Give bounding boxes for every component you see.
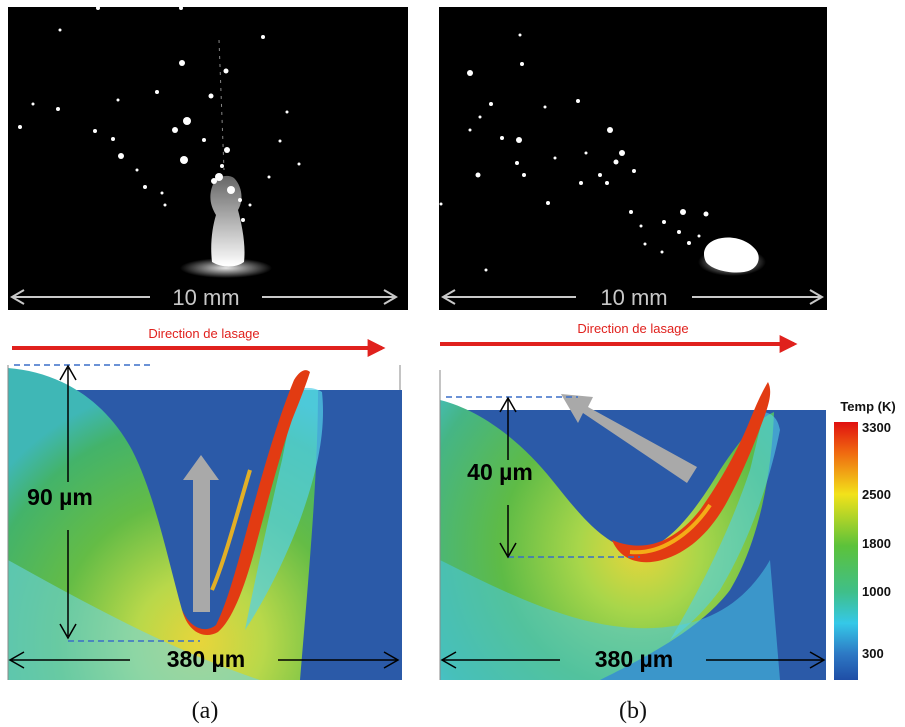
panel-a-plume bbox=[180, 173, 272, 278]
panel-b-direction: Direction de lasage bbox=[440, 321, 798, 353]
panel-a-caption: (a) bbox=[192, 698, 219, 724]
colorbar-tick: 1000 bbox=[862, 584, 891, 599]
colorbar-tick: 300 bbox=[862, 646, 884, 661]
panel-b-width-label: 380 µm bbox=[595, 646, 673, 672]
panel-b-photo-background bbox=[439, 7, 827, 310]
panel-a-scale-bar: 10 mm bbox=[10, 285, 398, 310]
panel-a-scale-label: 10 mm bbox=[172, 285, 239, 310]
panel-b-scale-bar: 10 mm bbox=[441, 285, 824, 310]
panel-a-depth-label: 90 µm bbox=[27, 484, 93, 510]
panel-b-caption: (b) bbox=[619, 698, 647, 724]
panel-b-photo bbox=[439, 7, 827, 310]
panel-a-direction-label: Direction de lasage bbox=[148, 326, 259, 341]
colorbar-tick: 1800 bbox=[862, 536, 891, 551]
panel-b-spatter bbox=[439, 33, 709, 272]
panel-a-jet-trace bbox=[218, 39, 225, 171]
panel-b-simulation: 40 µm 380 µm bbox=[439, 370, 826, 680]
colorbar: Temp (K) 3300 2500 1800 1000 300 bbox=[834, 399, 896, 680]
panel-a-width-arrow: 380 µm bbox=[8, 646, 400, 672]
panel-b-depth-arrow: 40 µm bbox=[467, 396, 533, 559]
panel-a-simulation: 90 µm 380 µm bbox=[7, 364, 402, 680]
panel-a-spatter bbox=[18, 6, 301, 222]
panel-a-flow-arrow bbox=[183, 455, 219, 612]
panel-b-scale-label: 10 mm bbox=[600, 285, 667, 310]
panel-a-width-label: 380 µm bbox=[167, 646, 245, 672]
panel-a-direction: Direction de lasage bbox=[12, 326, 386, 357]
colorbar-title: Temp (K) bbox=[840, 399, 895, 414]
panel-a-keyhole-wall bbox=[182, 370, 310, 636]
panel-b-flow-arrow bbox=[561, 394, 697, 483]
colorbar-gradient bbox=[834, 422, 858, 680]
panel-b-depth-label: 40 µm bbox=[467, 459, 533, 485]
panel-b-plume bbox=[698, 237, 766, 276]
panel-b-direction-label: Direction de lasage bbox=[577, 321, 688, 336]
panel-b-width-arrow: 380 µm bbox=[440, 646, 826, 672]
colorbar-tick: 2500 bbox=[862, 487, 891, 502]
panel-a-melt bbox=[8, 368, 318, 680]
colorbar-tick: 3300 bbox=[862, 420, 891, 435]
panel-a-photo bbox=[8, 6, 408, 310]
panel-a-depth-arrow: 90 µm bbox=[27, 364, 93, 640]
